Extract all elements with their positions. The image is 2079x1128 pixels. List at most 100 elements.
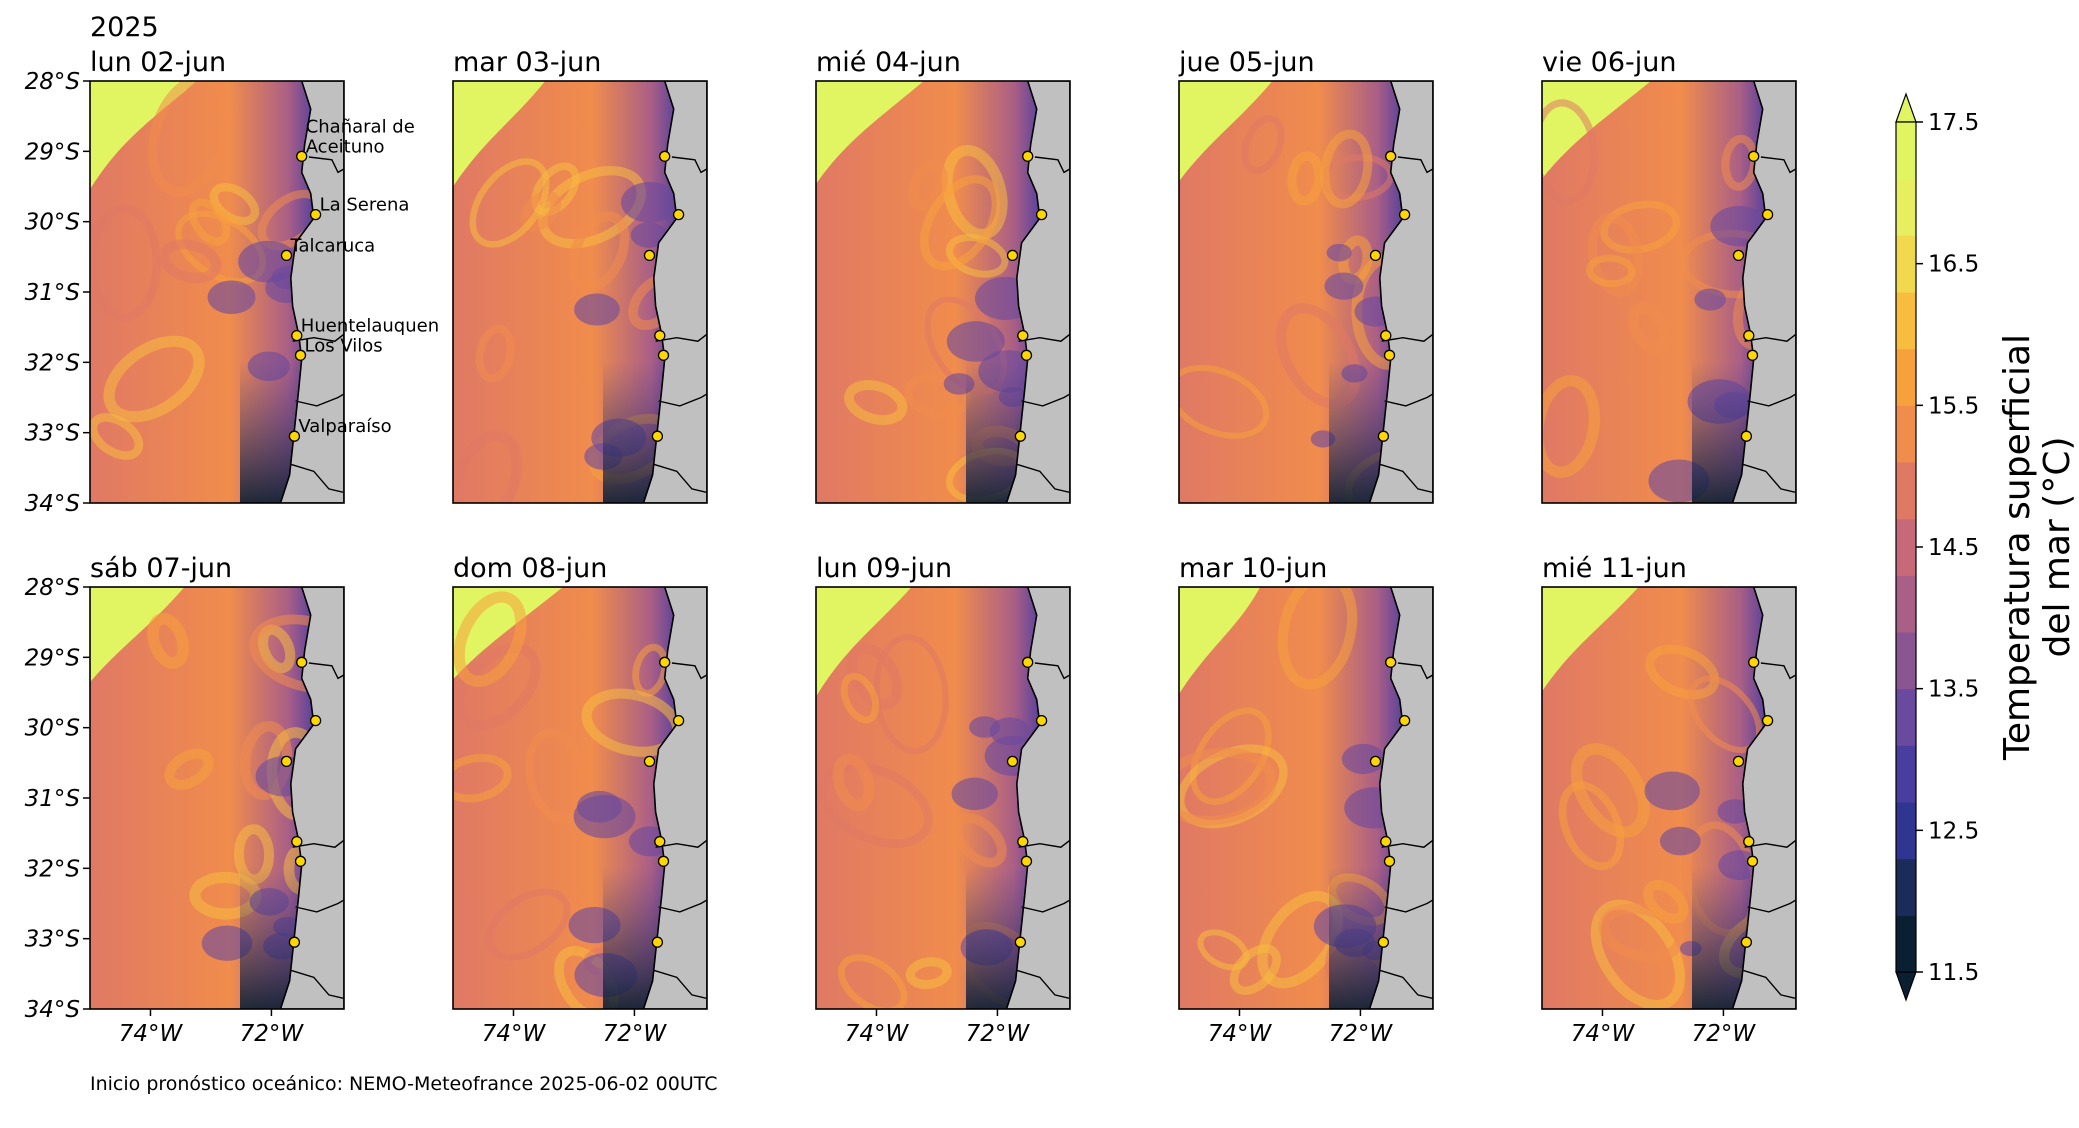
- location-marker: [1380, 835, 1392, 848]
- region-border: [1744, 333, 1796, 342]
- map-panel: sáb 07-jun 28°S 29°S 30°S 31°S 32°S 33°S 34°S 74…: [25, 553, 345, 1047]
- warm-water-patch: [453, 81, 546, 187]
- colorbar-step: [1896, 462, 1916, 520]
- eddy: [164, 748, 214, 790]
- eddy: [1542, 375, 1601, 478]
- colorbar-step: [1896, 292, 1916, 350]
- location-marker: [1743, 835, 1755, 848]
- eddy: [1598, 903, 1685, 963]
- region-border: [658, 899, 707, 913]
- eddy: [1287, 151, 1324, 206]
- map-panel: mar 03-jun: [452, 47, 708, 504]
- colorbar-step: [1896, 858, 1916, 916]
- land: [642, 587, 707, 1009]
- panel-title: lun 02-jun: [90, 47, 226, 78]
- eddy: [525, 728, 589, 824]
- cool-eddy: [207, 280, 256, 314]
- location-marker: [1014, 936, 1027, 948]
- location-marker: [654, 835, 666, 848]
- region-border: [1379, 969, 1433, 1000]
- colorbar-step: [1896, 348, 1916, 406]
- land: [1731, 81, 1796, 503]
- region-border: [1016, 463, 1070, 494]
- lon-tick-label: 74°W: [845, 1021, 910, 1047]
- location-marker: [1377, 430, 1390, 442]
- lat-tick-label: 28°S: [25, 69, 80, 95]
- eddy: [454, 643, 541, 731]
- location-marker: [296, 150, 308, 162]
- colorbar: 11.5 12.5 13.5 14.5 15.5 16.5 17.5 Temperatura …: [1895, 92, 2078, 1002]
- region-border: [1384, 899, 1433, 913]
- eddy: [1277, 587, 1358, 690]
- panel-title: mié 04-jun: [816, 47, 961, 78]
- eddy: [837, 954, 908, 1009]
- colorbar-step: [1896, 802, 1916, 860]
- location-marker: [1022, 150, 1034, 162]
- location-label: Valparaíso: [298, 416, 391, 437]
- region-border: [1760, 156, 1796, 174]
- map-panels: Chañaral de Aceituno La Serena Talcaruca Hue…: [25, 47, 1797, 1047]
- region-border: [1016, 969, 1070, 1000]
- location-label: La Serena: [320, 195, 410, 216]
- region-border: [1034, 156, 1070, 174]
- eddy: [147, 81, 233, 197]
- panel-title: vie 06-jun: [1542, 47, 1677, 78]
- location-marker: [296, 656, 308, 668]
- region-border: [653, 969, 707, 1000]
- region-border: [1381, 839, 1433, 848]
- region-border: [308, 156, 344, 174]
- colorbar-tick-label: 13.5: [1928, 677, 1979, 703]
- panel-frame: [452, 586, 708, 1010]
- eddy: [1320, 129, 1373, 209]
- panel-frame: [1541, 80, 1797, 504]
- lat-tick-label: 29°S: [25, 139, 80, 165]
- location-marker: [291, 835, 303, 848]
- panel-frame: [1541, 586, 1797, 1010]
- location-marker: [1035, 714, 1048, 727]
- panel-frame: [815, 586, 1071, 1010]
- location-marker: [1017, 835, 1029, 848]
- eddy: [920, 175, 1000, 271]
- lat-tick-label: 34°S: [25, 997, 80, 1023]
- panel-title: mar 03-jun: [453, 47, 601, 78]
- location-marker: [651, 936, 664, 948]
- region-border: [655, 333, 707, 342]
- lat-tick-label: 32°S: [25, 856, 80, 882]
- location-marker: [1740, 936, 1753, 948]
- region-border: [1021, 899, 1070, 913]
- lat-tick-label: 31°S: [25, 280, 80, 306]
- region-border: [290, 463, 344, 494]
- location-marker: [1748, 656, 1760, 668]
- land: [1005, 81, 1070, 503]
- warm-water-patch: [1179, 81, 1273, 182]
- region-border: [1034, 662, 1070, 680]
- region-border: [1384, 393, 1433, 407]
- panel-title: jue 05-jun: [1178, 47, 1315, 78]
- land: [1731, 587, 1796, 1009]
- colorbar-tick-label: 11.5: [1928, 960, 1979, 986]
- location-marker: [1385, 150, 1397, 162]
- lon-tick-label: 74°W: [482, 1021, 547, 1047]
- lon-tick-label: 74°W: [1208, 1021, 1273, 1047]
- lat-tick-label: 29°S: [25, 645, 80, 671]
- eddy: [1586, 254, 1636, 288]
- location-marker: [1014, 430, 1027, 442]
- land: [1005, 587, 1070, 1009]
- location-label: Talcaruca: [290, 235, 376, 256]
- panel-title: mar 10-jun: [1179, 553, 1327, 584]
- location-marker: [288, 430, 301, 442]
- eddy: [469, 158, 550, 248]
- cool-eddy: [630, 222, 668, 248]
- panel-title: sáb 07-jun: [90, 553, 232, 584]
- eddy: [453, 591, 527, 687]
- colorbar-step: [1896, 518, 1916, 576]
- lat-tick-label: 34°S: [25, 491, 80, 517]
- location-marker: [1369, 249, 1382, 262]
- location-label: Huentelauquen: [301, 316, 439, 337]
- region-border: [1742, 969, 1796, 1000]
- colorbar-tick-label: 15.5: [1928, 393, 1979, 419]
- land: [1368, 587, 1433, 1009]
- region-border: [290, 969, 344, 1000]
- eddy: [453, 753, 512, 803]
